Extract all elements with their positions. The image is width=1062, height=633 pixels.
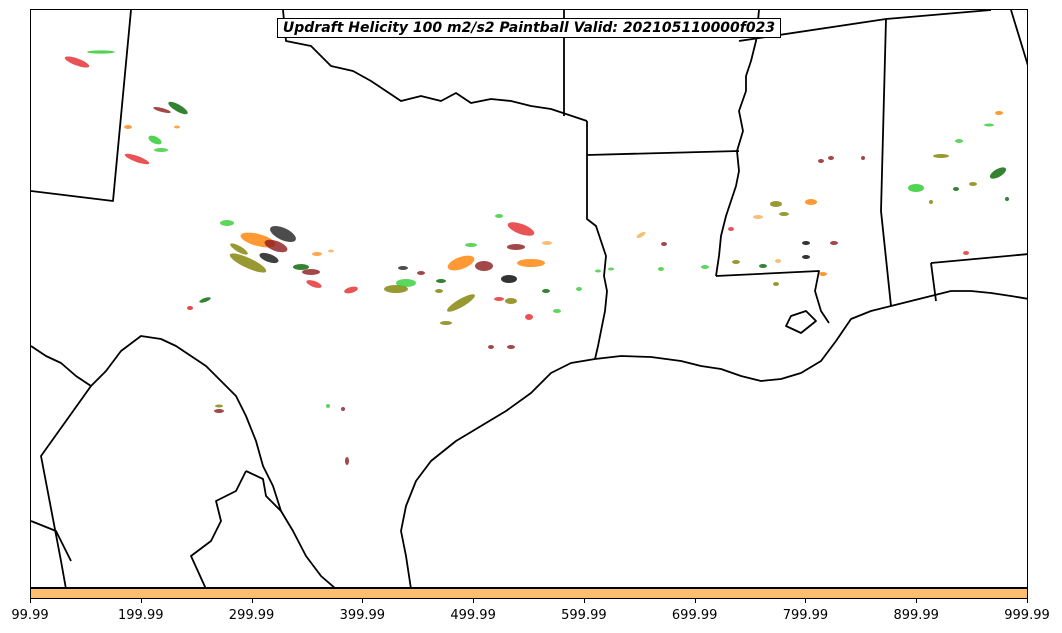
state-borders (31, 10, 1027, 587)
map-canvas (31, 10, 1027, 587)
colorbar (30, 588, 1028, 599)
colorbar-tick (30, 599, 31, 603)
colorbar-tick (140, 599, 142, 603)
colorbar-tick-label: 799.99 (782, 608, 829, 623)
colorbar-tick-label: 899.99 (893, 608, 939, 623)
colorbar-tick (694, 599, 696, 603)
uh-swaths (64, 50, 1009, 465)
colorbar-tick-label: 699.99 (671, 608, 718, 623)
colorbar-tick-label: 599.99 (561, 608, 607, 623)
colorbar-ticks: 99.99 199.99 299.99 399.99 499.99 599.99 699.9… (0, 599, 1062, 633)
colorbar-tick (362, 599, 364, 603)
colorbar-tick (583, 599, 585, 603)
colorbar-tick-label: 499.99 (450, 608, 496, 623)
colorbar-tick (916, 599, 918, 603)
colorbar-tick (251, 599, 253, 603)
map-panel: Updraft Helicity 100 m2/s2 Paintball Val… (30, 9, 1028, 588)
colorbar-tick (1027, 599, 1028, 603)
colorbar-tick-label: 999.99 (1004, 608, 1050, 623)
colorbar-tick (473, 599, 475, 603)
colorbar-tick-label: 299.99 (228, 608, 275, 623)
colorbar-tick-label: 199.99 (118, 608, 164, 623)
colorbar-tick-label: 399.99 (339, 608, 386, 623)
colorbar-tick (805, 599, 807, 603)
colorbar-tick-label: 99.99 (11, 608, 49, 623)
